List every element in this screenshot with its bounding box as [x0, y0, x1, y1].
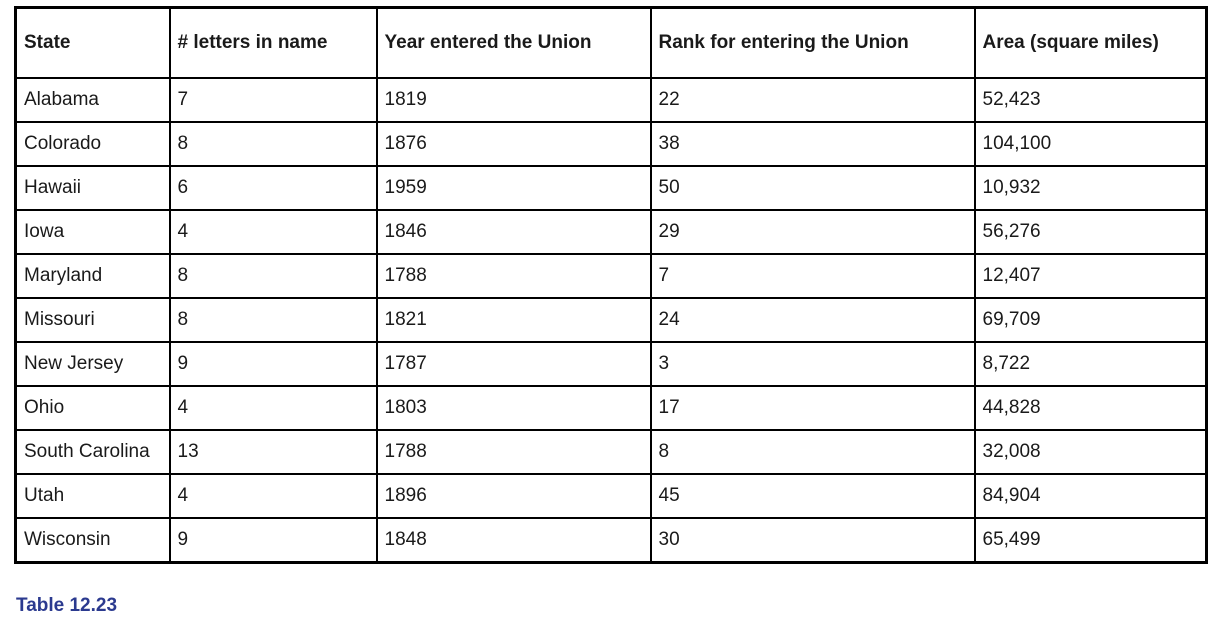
table-body: Alabama 7 1819 22 52,423 Colorado 8 1876 38 104,1… — [14, 77, 1208, 564]
table-cell: 17 — [649, 385, 976, 431]
table-cell: Alabama — [14, 77, 171, 123]
table-caption: Table 12.23 — [16, 595, 118, 616]
table-cell: 4 — [168, 385, 378, 431]
table-cell: 1846 — [375, 209, 652, 255]
table-cell: 45 — [649, 473, 976, 519]
table-cell: Wisconsin — [14, 517, 171, 564]
table-row: South Carolina 13 1788 8 32,008 — [14, 429, 1208, 475]
table-cell: 3 — [649, 341, 976, 387]
table-cell: 8 — [168, 253, 378, 299]
table-cell: 69,709 — [973, 297, 1208, 343]
table-row: Ohio 4 1803 17 44,828 — [14, 385, 1208, 431]
table-cell: 52,423 — [973, 77, 1208, 123]
table-row: Utah 4 1896 45 84,904 — [14, 473, 1208, 519]
table-cell: 1821 — [375, 297, 652, 343]
table-row: Wisconsin 9 1848 30 65,499 — [14, 517, 1208, 564]
table-cell: 1896 — [375, 473, 652, 519]
column-header: Rank for entering the Union — [649, 6, 976, 79]
table-cell: 9 — [168, 517, 378, 564]
table-cell: 24 — [649, 297, 976, 343]
table-cell: 65,499 — [973, 517, 1208, 564]
table-cell: 32,008 — [973, 429, 1208, 475]
column-header: # letters in name — [168, 6, 378, 79]
table-cell: Ohio — [14, 385, 171, 431]
table-cell: 1848 — [375, 517, 652, 564]
table-row: Colorado 8 1876 38 104,100 — [14, 121, 1208, 167]
table-row: Hawaii 6 1959 50 10,932 — [14, 165, 1208, 211]
table-cell: 50 — [649, 165, 976, 211]
table-cell: New Jersey — [14, 341, 171, 387]
table-cell: 8 — [168, 121, 378, 167]
table-cell: 1819 — [375, 77, 652, 123]
table-cell: South Carolina — [14, 429, 171, 475]
table-cell: 8 — [649, 429, 976, 475]
table-cell: Maryland — [14, 253, 171, 299]
table-cell: 1788 — [375, 253, 652, 299]
table-cell: Missouri — [14, 297, 171, 343]
column-header: Year entered the Union — [375, 6, 652, 79]
table-cell: 1787 — [375, 341, 652, 387]
column-header: State — [14, 6, 171, 79]
table-cell: Colorado — [14, 121, 171, 167]
column-header: Area (square miles) — [973, 6, 1208, 79]
table-cell: 38 — [649, 121, 976, 167]
table-cell: 6 — [168, 165, 378, 211]
table-cell: 104,100 — [973, 121, 1208, 167]
table-cell: 1959 — [375, 165, 652, 211]
table-cell: 4 — [168, 473, 378, 519]
header-row: State # letters in name Year entered the U… — [14, 6, 1208, 79]
table-cell: 56,276 — [973, 209, 1208, 255]
table-cell: 1788 — [375, 429, 652, 475]
states-data-table: State # letters in name Year entered the U… — [14, 6, 1208, 564]
table-row: New Jersey 9 1787 3 8,722 — [14, 341, 1208, 387]
table-cell: 7 — [649, 253, 976, 299]
table-row: Maryland 8 1788 7 12,407 — [14, 253, 1208, 299]
table-cell: 29 — [649, 209, 976, 255]
table-cell: 1876 — [375, 121, 652, 167]
table-cell: 8 — [168, 297, 378, 343]
table-cell: 10,932 — [973, 165, 1208, 211]
table-cell: 44,828 — [973, 385, 1208, 431]
table-cell: Hawaii — [14, 165, 171, 211]
table-row: Missouri 8 1821 24 69,709 — [14, 297, 1208, 343]
table-cell: Iowa — [14, 209, 171, 255]
table-cell: 7 — [168, 77, 378, 123]
table-cell: 12,407 — [973, 253, 1208, 299]
table-cell: 22 — [649, 77, 976, 123]
table-cell: 8,722 — [973, 341, 1208, 387]
table-cell: 30 — [649, 517, 976, 564]
table-row: Alabama 7 1819 22 52,423 — [14, 77, 1208, 123]
table-cell: 4 — [168, 209, 378, 255]
table-cell: 1803 — [375, 385, 652, 431]
table-cell: 84,904 — [973, 473, 1208, 519]
table-row: Iowa 4 1846 29 56,276 — [14, 209, 1208, 255]
table-cell: 13 — [168, 429, 378, 475]
table-cell: Utah — [14, 473, 171, 519]
table-cell: 9 — [168, 341, 378, 387]
